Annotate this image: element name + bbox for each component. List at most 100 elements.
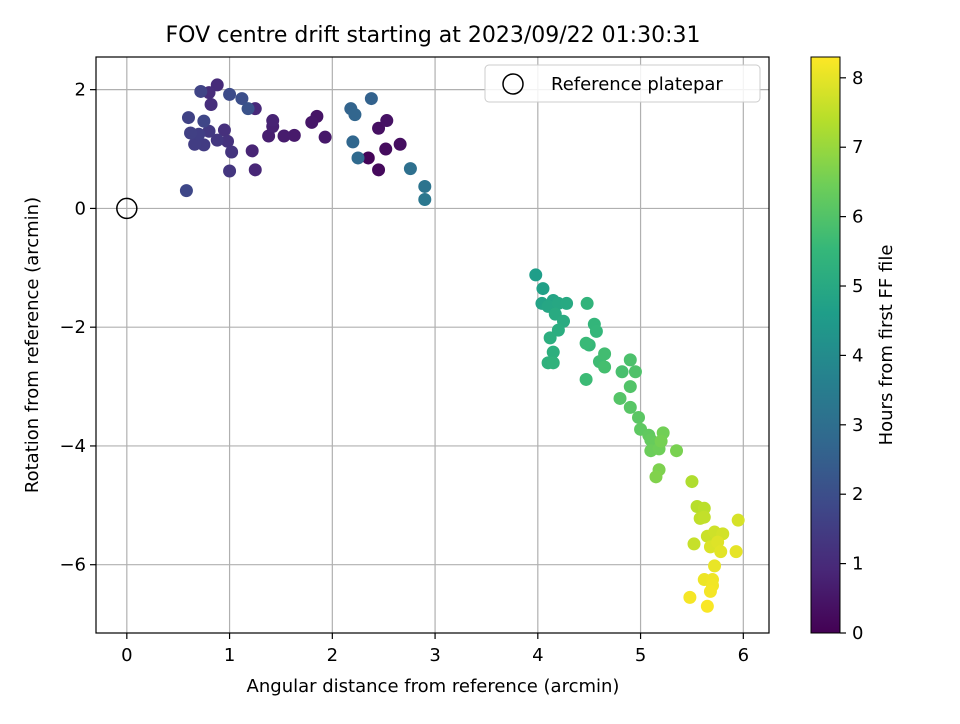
data-point: [598, 347, 612, 361]
data-point: [245, 144, 259, 158]
data-point: [197, 138, 211, 152]
colorbar-tick-label: 7: [852, 137, 863, 158]
colorbar-ticks: 0 1 2 3 4 5 6 7 8: [840, 68, 863, 644]
data-point: [579, 372, 593, 386]
data-point: [372, 121, 386, 135]
data-point: [372, 163, 386, 177]
plot-frame: [95, 56, 770, 634]
colorbar-tick-label: 0: [852, 623, 863, 644]
legend[interactable]: Reference platepar: [484, 64, 761, 103]
data-point: [697, 510, 711, 524]
data-point: [580, 296, 594, 310]
data-point: [703, 584, 717, 598]
colorbar-tick-label: 4: [852, 345, 863, 366]
data-point: [223, 87, 237, 101]
colorbar-tick-label: 8: [852, 68, 863, 89]
colorbar-tick-label: 5: [852, 276, 863, 297]
data-point: [221, 134, 235, 148]
y-tick-label: 2: [75, 80, 86, 101]
data-point: [649, 470, 663, 484]
x-tick-label: 3: [429, 645, 440, 666]
data-point: [364, 92, 378, 106]
data-point: [623, 380, 637, 394]
data-point: [613, 391, 627, 405]
data-point: [560, 296, 574, 310]
data-point: [188, 137, 202, 151]
data-point: [418, 179, 432, 193]
colorbar-tick-label: 6: [852, 207, 863, 228]
data-point: [529, 268, 543, 282]
data-point: [197, 114, 211, 128]
data-point: [685, 475, 699, 489]
data-point: [223, 164, 237, 178]
data-points: [179, 78, 745, 613]
data-point: [318, 130, 332, 144]
data-point: [248, 163, 262, 177]
data-point: [598, 360, 612, 374]
data-point: [708, 559, 722, 573]
data-point: [418, 193, 432, 207]
legend-label: Reference platepar: [551, 74, 723, 95]
reference-point: [116, 197, 138, 220]
data-point: [181, 111, 195, 125]
chart-title: FOV centre drift starting at 2023/09/22 …: [166, 23, 701, 48]
y-tick-label: −2: [59, 317, 86, 338]
data-point: [346, 135, 360, 149]
data-point: [615, 365, 629, 379]
x-tick-label: 4: [532, 645, 543, 666]
data-point: [379, 142, 393, 156]
colorbar: [810, 56, 841, 634]
data-point: [623, 400, 637, 414]
data-point: [623, 353, 637, 367]
y-tick-label: −4: [59, 436, 86, 457]
data-point: [348, 108, 362, 122]
data-point: [202, 124, 216, 138]
y-tick-label: 0: [75, 198, 86, 219]
data-point: [714, 545, 728, 559]
y-tick-label: −6: [59, 555, 86, 576]
colorbar-tick-label: 3: [852, 415, 863, 436]
data-point: [700, 599, 714, 613]
data-point: [589, 324, 603, 338]
data-point: [277, 129, 291, 143]
data-point: [729, 545, 743, 559]
data-point: [670, 444, 684, 458]
data-point: [266, 114, 280, 128]
data-point: [380, 114, 394, 128]
data-point: [179, 184, 193, 198]
data-point: [235, 92, 249, 106]
data-point: [697, 501, 711, 515]
data-point: [628, 365, 642, 379]
data-point: [217, 123, 231, 137]
data-point: [241, 102, 255, 116]
colorbar-label: Hours from first FF file: [876, 245, 897, 446]
x-tick-label: 6: [738, 645, 749, 666]
data-point: [654, 434, 668, 448]
x-tick-label: 2: [327, 645, 338, 666]
legend-marker-icon: [502, 73, 524, 95]
data-point: [536, 282, 550, 296]
x-tick-label: 5: [635, 645, 646, 666]
data-point: [543, 331, 557, 345]
data-point: [546, 356, 560, 370]
x-tick-label: 0: [121, 645, 132, 666]
x-axis-label: Angular distance from reference (arcmin): [247, 676, 620, 697]
axis-ticks: 0 1 2 3 4 5 6 2 0 −2 −4 −6: [59, 80, 749, 666]
data-point: [683, 590, 697, 604]
data-point: [210, 133, 224, 147]
colorbar-tick-label: 1: [852, 554, 863, 575]
data-point: [204, 98, 218, 112]
data-point: [287, 128, 301, 142]
data-point: [184, 126, 198, 140]
data-point: [546, 345, 560, 359]
data-point: [403, 162, 417, 176]
reference-marker: [116, 197, 138, 220]
data-point: [731, 513, 745, 527]
data-point: [225, 145, 239, 159]
data-point: [351, 151, 365, 165]
legend-box: [484, 64, 761, 103]
x-tick-label: 1: [224, 645, 235, 666]
data-point: [632, 410, 646, 424]
data-point: [579, 336, 593, 350]
